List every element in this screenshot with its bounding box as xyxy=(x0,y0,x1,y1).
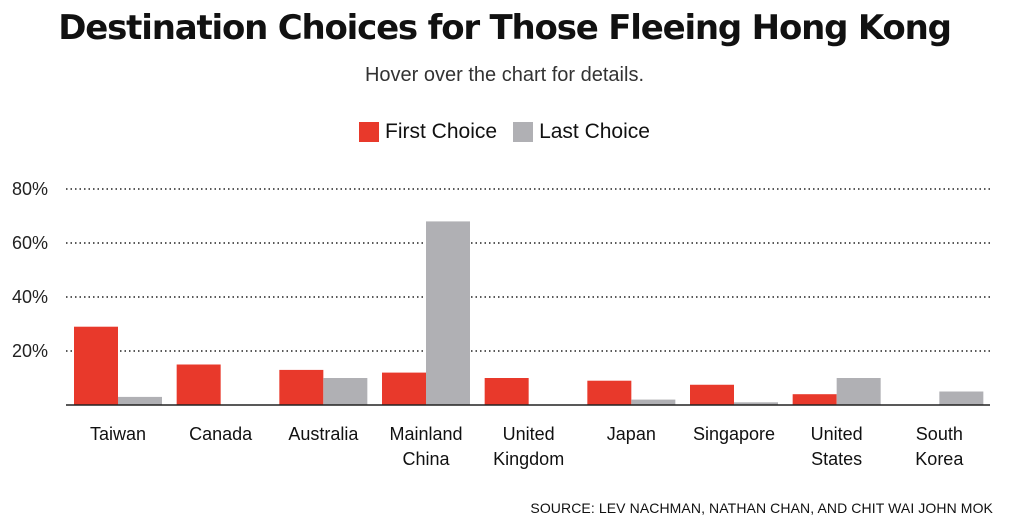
x-category-label: States xyxy=(811,449,862,469)
chart-subtitle: Hover over the chart for details. xyxy=(364,64,644,86)
x-category-label: United xyxy=(811,424,863,444)
legend-item-last-choice[interactable]: Last Choice xyxy=(513,120,650,144)
bar-first-choice[interactable] xyxy=(74,326,118,405)
bar-first-choice[interactable] xyxy=(587,380,632,405)
legend-label-first-choice: First Choice xyxy=(385,120,498,143)
x-category-label: Mainland xyxy=(389,424,462,444)
x-category-label: Taiwan xyxy=(90,424,146,444)
bar-first-choice[interactable] xyxy=(690,384,734,405)
legend-swatch-first-choice xyxy=(359,122,380,142)
x-category-label: Korea xyxy=(915,449,964,469)
chart-title: Destination Choices for Those Fleeing Ho… xyxy=(58,8,952,48)
bar-last-choice[interactable] xyxy=(631,399,676,405)
chart-legend: First Choice Last Choice xyxy=(0,120,1009,144)
y-tick-label: 80% xyxy=(12,179,48,199)
bar-last-choice[interactable] xyxy=(734,402,778,405)
y-tick-label: 20% xyxy=(12,341,48,361)
legend-label-last-choice: Last Choice xyxy=(539,120,650,143)
x-category-label: Australia xyxy=(288,424,359,444)
x-category-label: China xyxy=(402,449,450,469)
legend-item-first-choice[interactable]: First Choice xyxy=(359,120,497,144)
legend-swatch-last-choice xyxy=(513,122,534,142)
bar-last-choice[interactable] xyxy=(323,378,368,405)
bar-first-choice[interactable] xyxy=(792,394,837,405)
x-category-label: Canada xyxy=(189,424,253,444)
y-tick-label: 60% xyxy=(12,233,48,253)
bar-last-choice[interactable] xyxy=(118,396,162,405)
x-category-label: Singapore xyxy=(693,424,775,444)
x-category-label: South xyxy=(916,424,963,444)
x-category-label: Kingdom xyxy=(493,449,564,469)
bar-last-choice[interactable] xyxy=(939,391,984,406)
bar-last-choice[interactable] xyxy=(836,378,881,405)
x-category-label: Japan xyxy=(607,424,656,444)
bar-first-choice[interactable] xyxy=(484,378,529,405)
y-tick-label: 40% xyxy=(12,287,48,307)
bar-first-choice[interactable] xyxy=(382,372,426,405)
bar-first-choice[interactable] xyxy=(176,364,221,406)
source-note: SOURCE: LEV NACHMAN, NATHAN CHAN, AND CH… xyxy=(530,500,993,516)
x-category-label: United xyxy=(503,424,555,444)
bar-first-choice[interactable] xyxy=(279,369,324,405)
bar-last-choice[interactable] xyxy=(426,221,470,405)
